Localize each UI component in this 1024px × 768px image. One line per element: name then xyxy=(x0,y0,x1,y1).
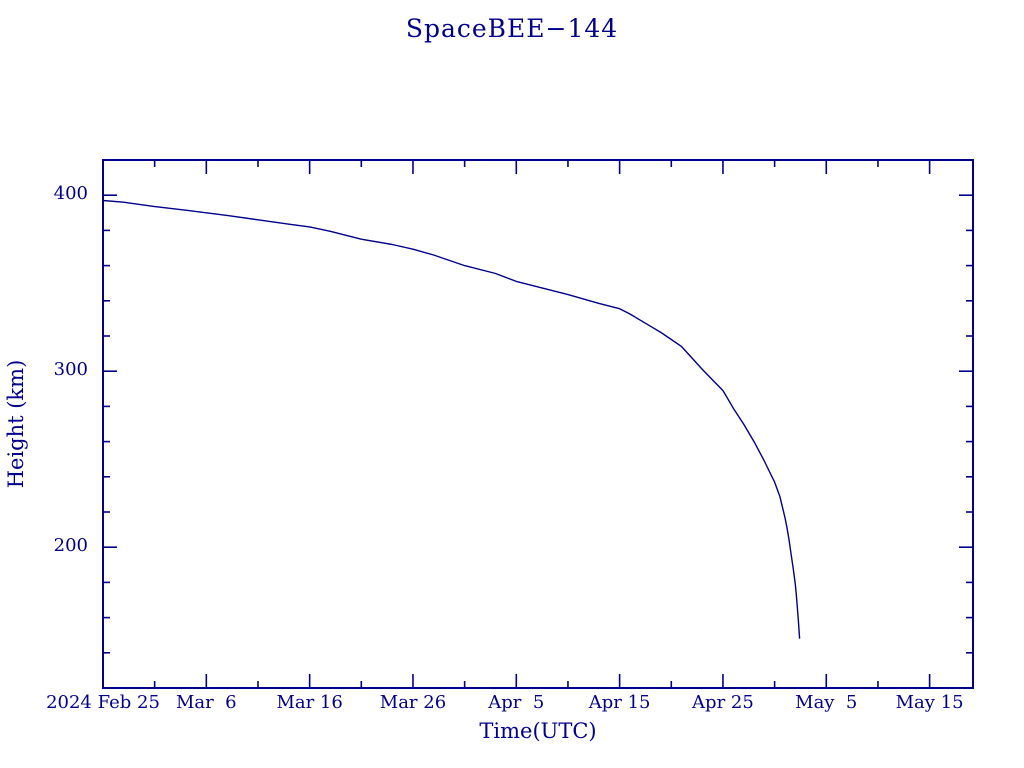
x-tick-label: Mar 26 xyxy=(379,692,447,713)
x-tick-label: Mar 16 xyxy=(276,692,343,713)
x-axis-title: Time(UTC) xyxy=(479,719,597,743)
x-tick-label: Mar 6 xyxy=(175,692,237,713)
y-tick-label: 200 xyxy=(53,535,88,557)
x-tick-label: Apr 5 xyxy=(488,692,545,713)
x-tick-label: May 15 xyxy=(895,692,964,713)
plot-frame xyxy=(102,159,974,689)
y-axis-title: Height (km) xyxy=(4,359,28,489)
y-tick-label: 300 xyxy=(53,359,88,381)
chart-title: SpaceBEE−144 xyxy=(405,14,619,43)
decay-curve xyxy=(102,199,801,639)
x-tick-label: 2024 Feb 25 xyxy=(46,692,160,713)
x-tick-label: May 5 xyxy=(795,692,858,713)
y-tick-label: 400 xyxy=(53,183,88,205)
x-tick-label: Apr 25 xyxy=(692,692,754,713)
x-tick-label: Apr 15 xyxy=(588,692,651,713)
